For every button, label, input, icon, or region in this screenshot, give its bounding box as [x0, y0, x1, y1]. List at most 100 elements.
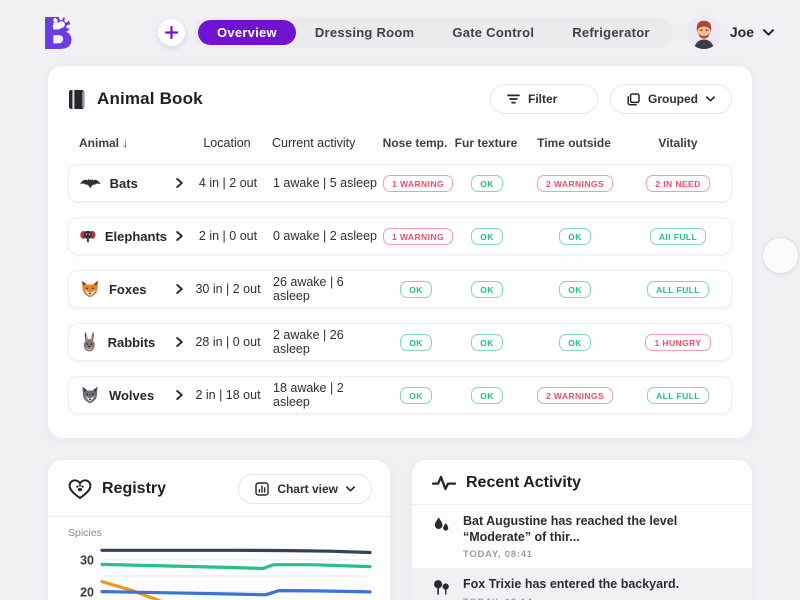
- svg-text:30: 30: [80, 553, 94, 567]
- time-outside-badge: OK: [559, 334, 591, 351]
- table-header: Animal ↓ Location Current activity Nose …: [68, 130, 732, 156]
- location-value: 28 in | 0 out: [195, 335, 261, 349]
- fur-texture-badge: OK: [471, 387, 503, 404]
- registry-chart-area: Spicies 30 20: [48, 517, 390, 600]
- tab-dressing-room[interactable]: Dressing Room: [296, 20, 433, 45]
- column-current-activity[interactable]: Current activity: [272, 136, 356, 150]
- filter-button[interactable]: Filter: [490, 84, 598, 114]
- vitality-badge: ALL FULL: [647, 387, 709, 404]
- registry-panel: Registry Chart view Sp: [48, 460, 390, 600]
- column-fur-texture[interactable]: Fur texture: [454, 136, 518, 150]
- chevron-down-icon: [706, 96, 715, 102]
- animal-name: Rabbits: [107, 334, 156, 350]
- droplets-icon: [434, 517, 449, 531]
- nose-temp-badge: OK: [400, 334, 432, 351]
- add-button[interactable]: [158, 18, 185, 46]
- filter-button-label: Filter: [528, 92, 558, 106]
- brand-logo-icon[interactable]: B: [40, 8, 82, 56]
- table-row-bats[interactable]: Bats 4 in | 2 out 1 awake | 5 asleep 1 W…: [68, 164, 732, 202]
- time-outside-badge: OK: [559, 228, 591, 245]
- divider: [412, 504, 752, 505]
- nose-temp-badge: OK: [400, 281, 432, 298]
- bar-chart-icon: [255, 482, 270, 496]
- activity-text: Fox Trixie has entered the backyard.: [463, 577, 680, 592]
- chart-view-button[interactable]: Chart view: [238, 474, 372, 504]
- chevron-right-icon[interactable]: [176, 337, 183, 347]
- time-outside-badge: OK: [559, 281, 591, 298]
- activity-time: TODAY, 08:14: [463, 597, 679, 600]
- grouped-icon: [627, 92, 640, 106]
- registry-chart[interactable]: 30 20: [64, 541, 376, 600]
- plus-icon: [165, 25, 178, 39]
- chevron-down-icon: [763, 28, 774, 36]
- chevron-right-icon[interactable]: [176, 231, 183, 241]
- svg-text:20: 20: [80, 585, 94, 599]
- animal-book-panel: Animal Book Filter Grouped: [48, 66, 752, 438]
- fur-texture-badge: OK: [471, 281, 503, 298]
- vitality-badge: 2 IN NEED: [646, 175, 710, 192]
- recent-activity-title: Recent Activity: [466, 474, 581, 491]
- column-time-outside[interactable]: Time outside: [537, 136, 611, 150]
- vitality-badge: 1 HUNGRY: [645, 334, 711, 351]
- scroll-handle[interactable]: [762, 237, 799, 274]
- heart-paw-icon: [68, 478, 92, 499]
- activity-text: Bat Augustine has reached the level “Mod…: [463, 514, 678, 544]
- activity-item[interactable]: Bat Augustine has reached the level “Mod…: [412, 505, 752, 568]
- animal-name: Bats: [109, 175, 138, 191]
- top-bar: B Overview Dressing Room Gate Control Re…: [0, 0, 800, 64]
- activity-item[interactable]: Fox Trixie has entered the backyard. TOD…: [412, 568, 752, 600]
- filter-icon: [507, 94, 520, 104]
- column-location[interactable]: Location: [203, 136, 251, 150]
- activity-value: 26 awake | 6 asleep: [273, 275, 344, 303]
- column-nose-temp[interactable]: Nose temp.: [382, 136, 448, 150]
- wolf-icon: [82, 386, 98, 403]
- location-value: 30 in | 2 out: [195, 282, 261, 296]
- tab-overview[interactable]: Overview: [198, 19, 296, 45]
- bottom-panels: Registry Chart view Sp: [48, 460, 752, 600]
- location-value: 2 in | 0 out: [198, 229, 258, 243]
- activity-value: 0 awake | 2 asleep: [273, 229, 378, 243]
- chevron-down-icon: [346, 486, 355, 492]
- user-menu[interactable]: Joe: [686, 15, 774, 49]
- chevron-right-icon[interactable]: [176, 390, 183, 400]
- tab-gate-control[interactable]: Gate Control: [433, 20, 553, 45]
- pulse-icon: [432, 475, 456, 491]
- column-animal[interactable]: Animal ↓: [79, 136, 129, 150]
- bat-icon: [80, 178, 101, 188]
- chevron-right-icon[interactable]: [176, 178, 183, 188]
- animal-name: Foxes: [108, 281, 147, 297]
- activity-time: TODAY, 08:41: [463, 549, 533, 561]
- user-name: Joe: [729, 24, 754, 40]
- location-value: 2 in | 18 out: [195, 388, 261, 402]
- table-row-wolves[interactable]: Wolves 2 in | 18 out 18 awake | 2 asleep…: [68, 376, 732, 414]
- nose-temp-badge: 1 WARNING: [383, 175, 453, 192]
- column-vitality[interactable]: Vitality: [658, 136, 698, 150]
- book-icon: [69, 89, 85, 109]
- fox-icon: [81, 280, 99, 297]
- chart-view-label: Chart view: [277, 482, 338, 496]
- grouped-button[interactable]: Grouped: [610, 84, 732, 114]
- elephant-icon: [80, 230, 96, 242]
- activity-value: 1 awake | 5 asleep: [273, 176, 378, 190]
- activity-value: 2 awake | 26 asleep: [273, 328, 344, 356]
- table-row-elephants[interactable]: Elephants 2 in | 0 out 0 awake | 2 aslee…: [68, 217, 732, 255]
- page-title: Animal Book: [97, 89, 203, 108]
- fur-texture-badge: OK: [471, 175, 503, 192]
- recent-activity-panel: Recent Activity Bat Augustine has reache…: [412, 460, 752, 600]
- vitality-badge: ALL FULL: [647, 281, 709, 298]
- animal-book-header: Animal Book Filter Grouped: [68, 82, 732, 116]
- nose-temp-badge: 1 WARNING: [383, 228, 453, 245]
- registry-title: Registry: [102, 480, 167, 497]
- tab-bar: Overview Dressing Room Gate Control Refr…: [194, 16, 673, 48]
- time-outside-badge: 2 WARNINGS: [536, 387, 614, 404]
- vitality-badge: All FULL: [649, 228, 707, 245]
- page-content: Animal Book Filter Grouped: [0, 64, 800, 600]
- chevron-right-icon[interactable]: [176, 284, 183, 294]
- trees-icon: [433, 580, 449, 595]
- table-row-foxes[interactable]: Foxes 30 in | 2 out 26 awake | 6 asleep …: [68, 270, 732, 308]
- table-row-rabbits[interactable]: Rabbits 28 in | 0 out 2 awake | 26 aslee…: [68, 323, 732, 361]
- recent-activity-header: Recent Activity: [412, 460, 752, 504]
- animal-name: Wolves: [108, 387, 155, 403]
- svg-text:B: B: [41, 9, 75, 56]
- tab-refrigerator[interactable]: Refrigerator: [553, 20, 669, 45]
